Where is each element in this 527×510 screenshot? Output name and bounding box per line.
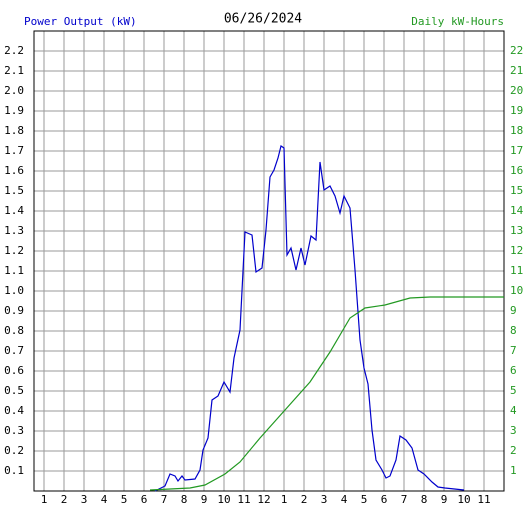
x-tick-label: 10 xyxy=(457,493,470,506)
y2-tick-label: 8 xyxy=(510,324,517,337)
y-tick-label: 1.6 xyxy=(4,164,24,177)
y2-tick-label: 18 xyxy=(510,124,523,137)
x-tick-label: 11 xyxy=(477,493,490,506)
y2-axis-label: Daily kW-Hours xyxy=(411,15,504,28)
x-tick-label: 3 xyxy=(321,493,328,506)
y-tick-label: 0.4 xyxy=(4,404,24,417)
y2-tick-label: 1 xyxy=(510,464,517,477)
y-tick-label: 0.1 xyxy=(4,464,24,477)
y2-tick-label: 17 xyxy=(510,144,523,157)
y2-tick-label: 10 xyxy=(510,284,523,297)
y2-tick-label: 13 xyxy=(510,224,523,237)
y2-tick-label: 12 xyxy=(510,244,523,257)
y-tick-label: 0.8 xyxy=(4,324,24,337)
y-tick-label: 1.8 xyxy=(4,124,24,137)
y2-tick-label: 11 xyxy=(510,264,523,277)
y-tick-label: 1.0 xyxy=(4,284,24,297)
x-tick-label: 8 xyxy=(421,493,428,506)
x-tick-label: 6 xyxy=(381,493,388,506)
y2-tick-label: 5 xyxy=(510,384,517,397)
x-tick-label: 9 xyxy=(201,493,208,506)
plot-border xyxy=(33,30,505,492)
series-line xyxy=(154,145,465,492)
y2-tick-label: 4 xyxy=(510,404,517,417)
series-line xyxy=(149,296,504,491)
x-tick-label: 2 xyxy=(61,493,68,506)
y2-tick-label: 6 xyxy=(510,364,517,377)
x-tick-label: 9 xyxy=(441,493,448,506)
y-tick-label: 1.4 xyxy=(4,204,24,217)
y2-tick-label: 7 xyxy=(510,344,517,357)
y-tick-label: 1.1 xyxy=(4,264,24,277)
x-tick-label: 5 xyxy=(121,493,128,506)
y-tick-label: 0.7 xyxy=(4,344,24,357)
x-tick-label: 2 xyxy=(301,493,308,506)
y2-tick-label: 3 xyxy=(510,424,517,437)
y2-tick-label: 19 xyxy=(510,104,523,117)
y-tick-label: 1.7 xyxy=(4,144,24,157)
y-tick-label: 0.9 xyxy=(4,304,24,317)
y2-tick-label: 14 xyxy=(510,204,524,217)
y2-tick-label: 16 xyxy=(510,164,523,177)
x-tick-label: 4 xyxy=(101,493,108,506)
y-tick-label: 0.3 xyxy=(4,424,24,437)
y-tick-label: 2.2 xyxy=(4,44,24,57)
y-tick-label: 2.1 xyxy=(4,64,24,77)
y-tick-label: 0.2 xyxy=(4,444,24,457)
y2-tick-label: 2 xyxy=(510,444,517,457)
y-tick-label: 2.0 xyxy=(4,84,24,97)
y-tick-label: 0.6 xyxy=(4,364,24,377)
x-tick-label: 1 xyxy=(281,493,288,506)
y-tick-label: 1.5 xyxy=(4,184,24,197)
x-tick-label: 12 xyxy=(257,493,270,506)
y-tick-label: 1.9 xyxy=(4,104,24,117)
x-tick-label: 1 xyxy=(41,493,48,506)
x-tick-label: 10 xyxy=(217,493,230,506)
x-tick-label: 5 xyxy=(361,493,368,506)
y2-tick-label: 15 xyxy=(510,184,523,197)
y-axis-label: Power Output (kW) xyxy=(24,15,137,28)
x-tick-label: 7 xyxy=(401,493,408,506)
y2-tick-label: 22 xyxy=(510,44,523,57)
chart-title: 06/26/2024 xyxy=(224,12,302,27)
x-tick-label: 11 xyxy=(237,493,250,506)
y2-tick-label: 21 xyxy=(510,64,523,77)
y-tick-label: 1.3 xyxy=(4,224,24,237)
y2-tick-label: 20 xyxy=(510,84,523,97)
x-tick-label: 4 xyxy=(341,493,348,506)
x-tick-label: 7 xyxy=(161,493,168,506)
y-tick-label: 0.5 xyxy=(4,384,24,397)
y2-tick-label: 9 xyxy=(510,304,517,317)
x-tick-label: 6 xyxy=(141,493,148,506)
x-tick-label: 8 xyxy=(181,493,188,506)
x-tick-label: 3 xyxy=(81,493,88,506)
y-tick-label: 1.2 xyxy=(4,244,24,257)
